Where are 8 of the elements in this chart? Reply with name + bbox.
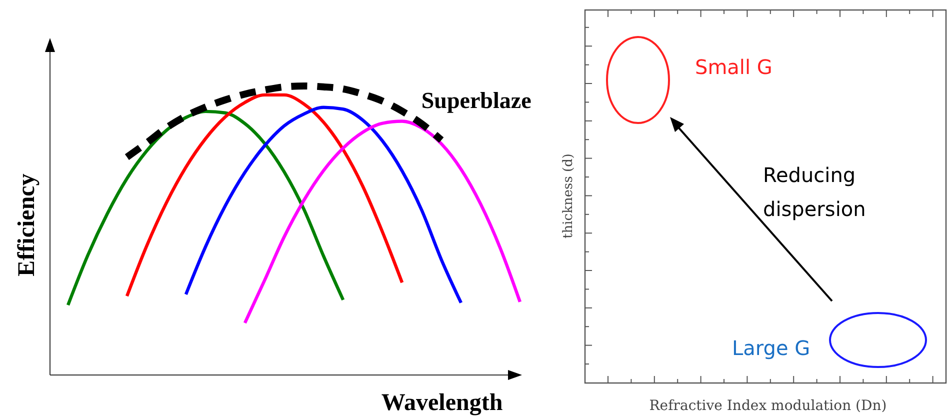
x-axis-title: Wavelength	[381, 390, 503, 416]
text: Refractive Index modulation (Dn)	[649, 398, 887, 414]
text: Large G	[732, 336, 810, 360]
text: Small G	[695, 55, 772, 79]
series-label: Superblaze	[421, 88, 532, 114]
text: Reducing dispersion	[763, 163, 866, 221]
text: thickness (d)	[561, 154, 576, 238]
y-axis-title: Efficiency	[14, 174, 40, 276]
